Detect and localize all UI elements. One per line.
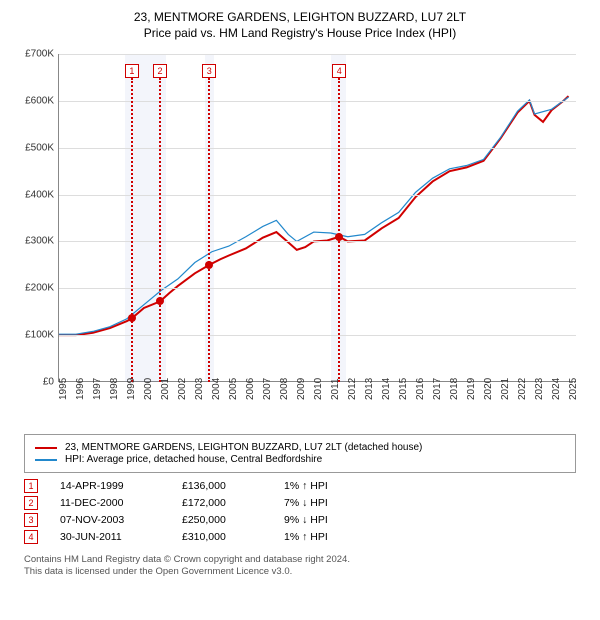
legend: 23, MENTMORE GARDENS, LEIGHTON BUZZARD, … xyxy=(24,434,576,473)
legend-label: HPI: Average price, detached house, Cent… xyxy=(65,454,322,465)
sales-row: 3 07-NOV-2003 £250,000 9% ↓ HPI xyxy=(24,513,576,527)
footer-line-2: This data is licensed under the Open Gov… xyxy=(24,566,576,578)
series-hpi xyxy=(59,97,569,334)
x-axis-tick: 2002 xyxy=(177,378,188,400)
x-axis-tick: 1995 xyxy=(58,378,69,400)
sales-row: 4 30-JUN-2011 £310,000 1% ↑ HPI xyxy=(24,530,576,544)
x-axis-tick: 2010 xyxy=(313,378,324,400)
attribution-footer: Contains HM Land Registry data © Crown c… xyxy=(24,554,576,579)
sales-row-price: £172,000 xyxy=(182,497,262,509)
sales-row: 1 14-APR-1999 £136,000 1% ↑ HPI xyxy=(24,479,576,493)
legend-row: 23, MENTMORE GARDENS, LEIGHTON BUZZARD, … xyxy=(35,442,565,453)
x-axis-tick: 2020 xyxy=(483,378,494,400)
sales-row-date: 14-APR-1999 xyxy=(60,480,160,492)
sale-marker-line xyxy=(338,78,340,382)
chart-container: 23, MENTMORE GARDENS, LEIGHTON BUZZARD, … xyxy=(10,10,590,579)
x-axis-tick: 2024 xyxy=(551,378,562,400)
x-axis-tick: 2006 xyxy=(245,378,256,400)
x-axis-tick: 2021 xyxy=(500,378,511,400)
x-axis-tick: 1999 xyxy=(126,378,137,400)
sales-row-date: 07-NOV-2003 xyxy=(60,514,160,526)
y-axis-tick: £500K xyxy=(25,142,54,153)
legend-swatch xyxy=(35,447,57,449)
legend-row: HPI: Average price, detached house, Cent… xyxy=(35,454,565,465)
y-axis-tick: £200K xyxy=(25,283,54,294)
sales-row-price: £310,000 xyxy=(182,531,262,543)
x-axis-tick: 2014 xyxy=(381,378,392,400)
sales-row-date: 11-DEC-2000 xyxy=(60,497,160,509)
x-axis-tick: 1996 xyxy=(75,378,86,400)
x-axis-tick: 2019 xyxy=(466,378,477,400)
sale-point-dot xyxy=(335,233,343,241)
y-axis-tick: £300K xyxy=(25,236,54,247)
chart-title: 23, MENTMORE GARDENS, LEIGHTON BUZZARD, … xyxy=(10,10,590,40)
sale-marker-box: 1 xyxy=(125,64,139,78)
sales-row-diff: 9% ↓ HPI xyxy=(284,514,364,526)
sales-row: 2 11-DEC-2000 £172,000 7% ↓ HPI xyxy=(24,496,576,510)
sales-row-diff: 1% ↑ HPI xyxy=(284,480,364,492)
x-axis-tick: 2011 xyxy=(330,378,341,400)
sales-row-date: 30-JUN-2011 xyxy=(60,531,160,543)
x-axis-tick: 2004 xyxy=(211,378,222,400)
x-axis-tick: 2018 xyxy=(449,378,460,400)
sales-row-marker: 4 xyxy=(24,530,38,544)
x-axis-tick: 1997 xyxy=(92,378,103,400)
x-axis-tick: 2023 xyxy=(534,378,545,400)
sales-row-marker: 2 xyxy=(24,496,38,510)
x-axis-tick: 2008 xyxy=(279,378,290,400)
sale-marker-box: 2 xyxy=(153,64,167,78)
y-axis-tick: £0 xyxy=(43,377,54,388)
plot-region: 12 3 4 xyxy=(58,54,576,382)
sale-marker-line xyxy=(159,78,161,382)
legend-swatch xyxy=(35,459,57,461)
x-axis-tick: 2016 xyxy=(415,378,426,400)
y-axis-tick: £700K xyxy=(25,49,54,60)
sale-marker-line xyxy=(131,78,133,382)
x-axis-tick: 2000 xyxy=(143,378,154,400)
x-axis-tick: 2022 xyxy=(517,378,528,400)
x-axis-tick: 2007 xyxy=(262,378,273,400)
y-axis-tick: £600K xyxy=(25,95,54,106)
y-axis-tick: £400K xyxy=(25,189,54,200)
sales-row-marker: 1 xyxy=(24,479,38,493)
title-line-2: Price paid vs. HM Land Registry's House … xyxy=(10,26,590,40)
sale-marker-box: 4 xyxy=(332,64,346,78)
footer-line-1: Contains HM Land Registry data © Crown c… xyxy=(24,554,576,566)
line-series xyxy=(59,54,577,382)
legend-label: 23, MENTMORE GARDENS, LEIGHTON BUZZARD, … xyxy=(65,442,422,453)
sales-row-price: £250,000 xyxy=(182,514,262,526)
x-axis-tick: 2003 xyxy=(194,378,205,400)
sales-row-price: £136,000 xyxy=(182,480,262,492)
x-axis-tick: 2015 xyxy=(398,378,409,400)
chart-area: £0£100K£200K£300K£400K£500K£600K£700K 12… xyxy=(20,48,580,428)
series-property xyxy=(59,96,569,335)
x-axis-tick: 1998 xyxy=(109,378,120,400)
x-axis-tick: 2017 xyxy=(432,378,443,400)
sale-marker-line xyxy=(208,78,210,382)
sales-row-marker: 3 xyxy=(24,513,38,527)
x-axis-tick: 2013 xyxy=(364,378,375,400)
x-axis-tick: 2001 xyxy=(160,378,171,400)
title-line-1: 23, MENTMORE GARDENS, LEIGHTON BUZZARD, … xyxy=(10,10,590,24)
x-axis-tick: 2009 xyxy=(296,378,307,400)
x-axis-tick: 2025 xyxy=(568,378,579,400)
sale-point-dot xyxy=(205,261,213,269)
sales-row-diff: 1% ↑ HPI xyxy=(284,531,364,543)
sale-point-dot xyxy=(128,314,136,322)
y-axis-tick: £100K xyxy=(25,330,54,341)
sales-row-diff: 7% ↓ HPI xyxy=(284,497,364,509)
sale-point-dot xyxy=(156,297,164,305)
x-axis-tick: 2012 xyxy=(347,378,358,400)
x-axis-tick: 2005 xyxy=(228,378,239,400)
sales-table: 1 14-APR-1999 £136,000 1% ↑ HPI 2 11-DEC-2000… xyxy=(24,479,576,544)
sale-marker-box: 3 xyxy=(202,64,216,78)
